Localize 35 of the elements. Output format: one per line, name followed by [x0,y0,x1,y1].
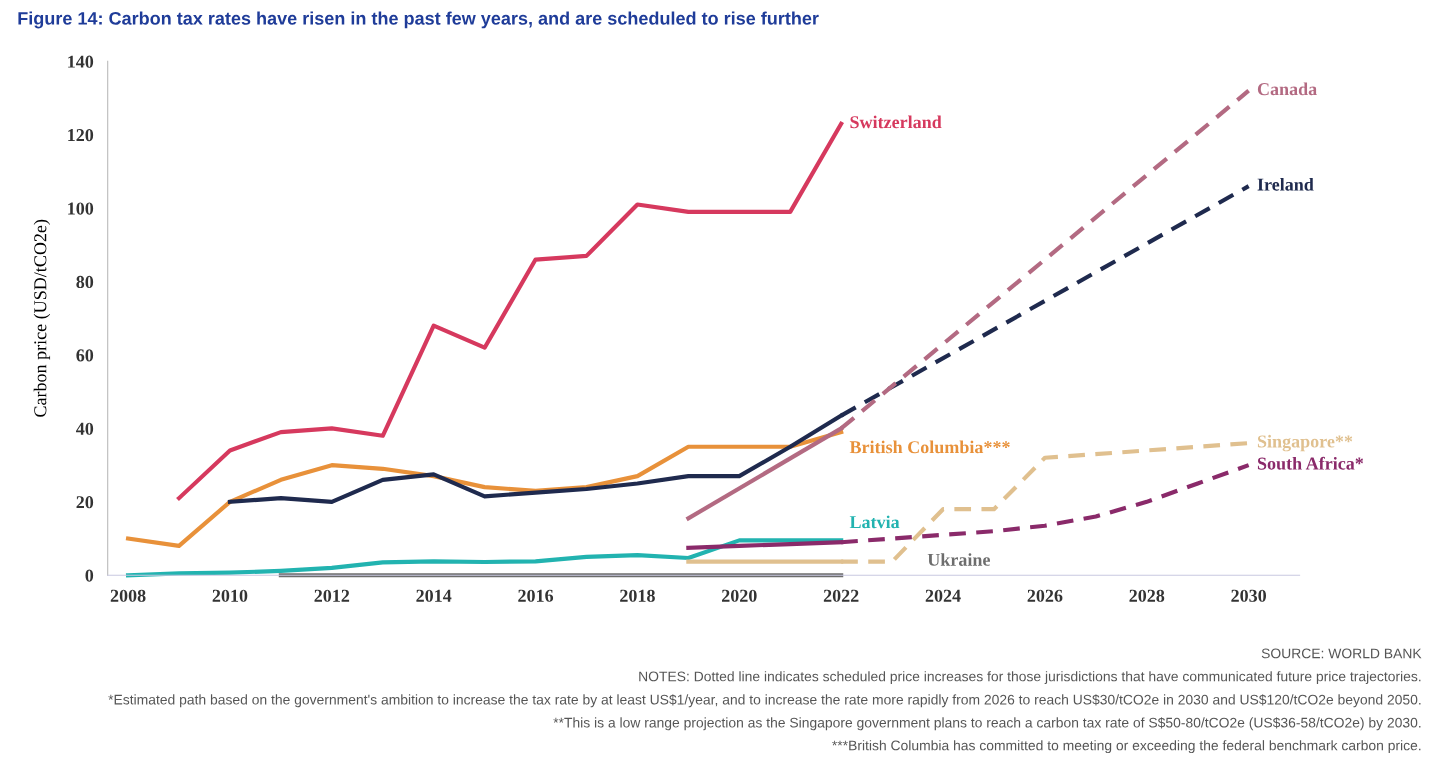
x-tick-label: 2014 [416,589,452,602]
text: Ukraine [927,553,990,566]
y-tick-label: 60 [76,349,94,362]
text: **This is a low range projection as the Singapore government plans to reach a carbon tax rate of S$50-80/tCO2e (US$36-58/tCO2e) by 2030. [553,717,1421,731]
x-tick-label: 2020 [722,589,757,602]
x-tick-label: 2012 [314,589,350,602]
y-tick-label: 0 [85,569,94,582]
y-tick-label: 80 [76,275,94,289]
series-label: Switzerland [850,115,942,129]
chart-title: Figure 14: Carbon tax rates have risen in the past few years, and are scheduled to rise further [18,11,819,29]
series-label: British Columbia*** [849,440,1010,454]
y-tick-label: 100 [68,202,94,215]
y-tick-label: 140 [68,55,94,68]
text: ***British Columbia has committed to meeting or exceeding the federal benchmark carbon price. [832,740,1421,754]
y-tick-label: 40 [76,422,94,435]
text: NOTES: Dotted line indicates scheduled price increases for those jurisdictions that have communicated future price trajectories. [639,671,1421,685]
x-tick-label: 2026 [1027,589,1063,602]
series-label: South Africa* [1257,456,1364,470]
series-label: Ireland [1257,177,1314,191]
x-tick-label: 2010 [212,589,248,602]
x-tick-label: 2018 [620,589,655,602]
x-tick-label: 2030 [1231,589,1267,602]
x-tick-label: 2028 [1129,589,1165,602]
series-label: Canada [1257,82,1317,96]
y-tick-label: 120 [68,129,94,142]
x-tick-label: 2016 [518,589,554,602]
series-label: Singapore** [1257,434,1353,452]
text: *Estimated path based on the government's ambition to increase the tax rate by at least US$1/year, and to increase the rate more rapidly from 2026 to reach US$30/tCO2e in 2030 and US$120/tCO2e beyond 2050. [108,694,1421,708]
y-axis-title: Carbon price (USD/tCO2e) [33,219,51,417]
y-tick-label: 20 [76,496,94,509]
series-label: Latvia [849,515,900,529]
x-tick-label: 2008 [110,589,146,602]
x-tick-label: 2024 [925,589,961,602]
x-tick-label: 2022 [823,589,859,602]
source-note: SOURCE: WORLD BANK [1261,648,1422,659]
